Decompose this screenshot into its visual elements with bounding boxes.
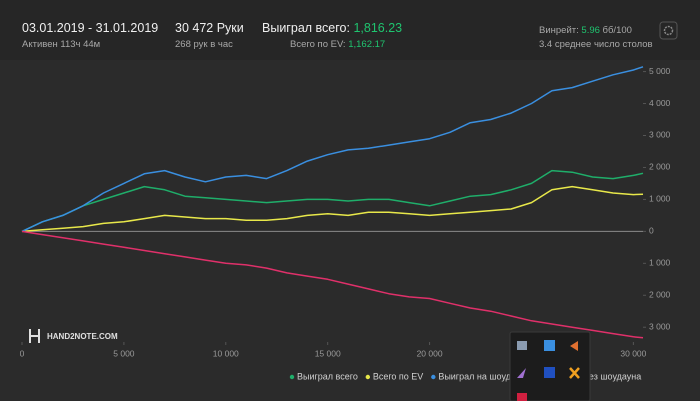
- ev-total: Всего по EV: 1,162.17: [290, 39, 385, 50]
- winrate: Винрейт: 5.96 бб/100: [539, 25, 632, 36]
- settings-frame[interactable]: [659, 21, 678, 40]
- x-tick-label: 15 000: [315, 348, 341, 358]
- winrate-label: Винрейт:: [539, 25, 579, 36]
- legend-swatch: [289, 374, 295, 380]
- tray-icon[interactable]: [570, 341, 578, 351]
- legend-swatch: [365, 374, 371, 380]
- active-time: Активен 113ч 44м: [22, 39, 100, 50]
- series-line: [21, 230, 644, 339]
- tray-popup: [509, 331, 591, 401]
- x-tick-label: 10 000: [213, 348, 239, 358]
- y-tick-label: 3 000: [649, 130, 671, 140]
- date-range: 03.01.2019 - 31.01.2019: [22, 21, 158, 35]
- legend-label: Выиграл без шоудауна: [545, 371, 641, 381]
- legend-swatch: [431, 374, 436, 380]
- hands-per-hour: 268 рук в час: [175, 39, 233, 50]
- y-tick-label: 5 000: [649, 66, 671, 76]
- settings-button[interactable]: [659, 21, 678, 40]
- legend-label: Всего по EV: [373, 371, 423, 381]
- tray-icon[interactable]: [517, 341, 527, 350]
- avg-tables: 3.4 среднее число столов: [539, 39, 653, 50]
- tray-icon[interactable]: [544, 367, 555, 378]
- tray-icon[interactable]: [569, 367, 580, 379]
- tray-icon[interactable]: [517, 393, 527, 401]
- tray-popup-bg: [509, 331, 591, 401]
- series-line: [21, 169, 644, 233]
- tray-icon[interactable]: [517, 368, 526, 378]
- won-value: 1,816.23: [353, 21, 402, 35]
- legend: Выиграл всего Всего по EV Выиграл на шоуда…: [289, 371, 641, 381]
- x-tick-label: 5 000: [113, 348, 135, 358]
- ev-label: Всего по EV:: [290, 39, 346, 50]
- legend-label: Выиграл на шоудауне: [438, 371, 530, 381]
- y-tick-label: 1 000: [649, 194, 671, 204]
- logo: HAND2NOTE.COM: [29, 329, 118, 343]
- y-tick-label: 0: [649, 226, 654, 236]
- series-line: [21, 66, 644, 233]
- tray-icon[interactable]: [544, 340, 555, 351]
- won-label: Выиграл всего:: [262, 21, 350, 35]
- y-tick-label: 4 000: [649, 98, 671, 108]
- legend-label: Выиграл всего: [297, 371, 358, 381]
- logo-text: HAND2NOTE.COM: [47, 332, 118, 341]
- series-line: [21, 185, 644, 233]
- y-tick-label: 3 000: [649, 321, 671, 331]
- gear-icon[interactable]: [663, 25, 674, 36]
- x-tick-label: 20 000: [417, 348, 443, 358]
- hands: 30 472 Руки: [175, 21, 244, 35]
- y-tick-label: 1 000: [649, 258, 671, 268]
- x-tick-label: 30 000: [620, 348, 646, 358]
- winrate-unit: бб/100: [603, 25, 632, 36]
- ev-value: 1,162.17: [348, 39, 385, 50]
- y-tick-label: 2 000: [649, 162, 671, 172]
- y-tick-label: 2 000: [649, 290, 671, 300]
- logo-icon: [29, 329, 40, 343]
- chart-panel: [0, 60, 700, 401]
- won-total: Выиграл всего: 1,816.23: [262, 21, 402, 35]
- winrate-value: 5.96: [581, 25, 600, 36]
- x-tick-label: 0: [20, 348, 25, 358]
